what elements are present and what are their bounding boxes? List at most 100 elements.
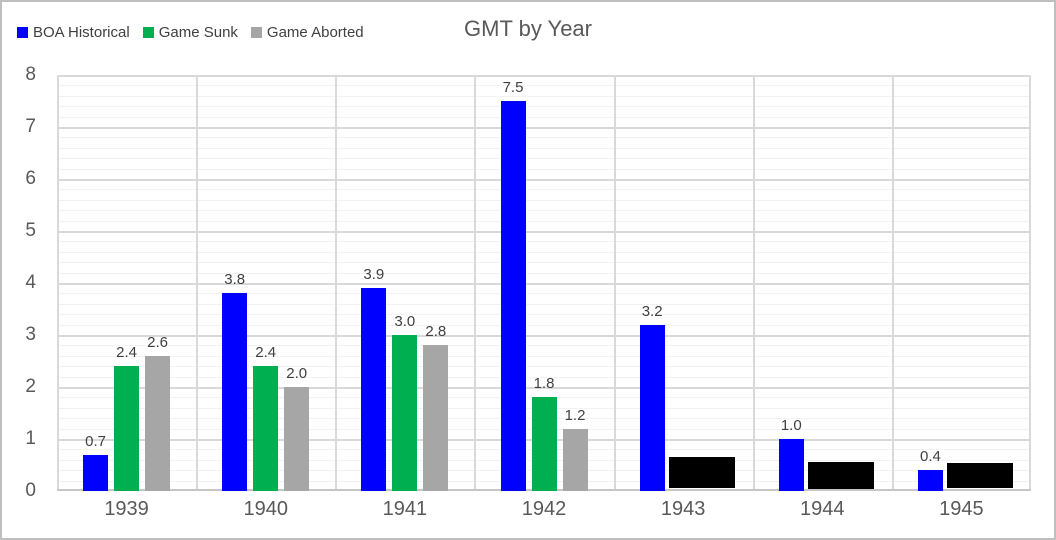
y-tick-label: 2 <box>25 376 36 397</box>
y-tick-label: 5 <box>25 220 36 241</box>
legend-label: BOA Historical <box>33 24 130 41</box>
legend-swatch-icon <box>250 27 262 38</box>
minor-gridline <box>57 158 1031 160</box>
redaction-box <box>808 461 875 490</box>
legend-item-game-aborted: Game Aborted <box>250 24 364 41</box>
bar-boa-historical <box>361 288 387 491</box>
minor-gridline <box>57 210 1031 212</box>
minor-gridline <box>57 241 1031 243</box>
plot-area: 0.7 2.4 2.6 3.8 2.4 2.0 3.9 3.0 2.8 7.5 1.8 1.2 3.2 1… <box>57 75 1031 491</box>
minor-gridline <box>57 251 1031 253</box>
data-label: 3.8 <box>224 271 246 289</box>
minor-gridline <box>57 272 1031 274</box>
data-label: 1.2 <box>564 406 586 424</box>
legend-label: Game Sunk <box>158 24 238 41</box>
legend-label: Game Aborted <box>266 24 364 41</box>
legend-item-boa-historical: BOA Historical <box>17 24 130 41</box>
data-label: 2.8 <box>425 323 447 341</box>
minor-gridline <box>57 355 1031 357</box>
minor-gridline <box>57 345 1031 347</box>
y-tick-label: 4 <box>25 272 36 293</box>
x-axis-tick-labels: 1939 1940 1941 1942 1943 1944 1945 <box>57 498 1031 528</box>
minor-gridline <box>57 147 1031 149</box>
minor-gridline <box>57 168 1031 170</box>
bar-game-sunk <box>531 397 557 491</box>
x-tick-label: 1940 <box>243 498 288 520</box>
bar-game-sunk <box>114 366 140 491</box>
bar-game-aborted <box>284 387 310 491</box>
x-tick-label: 1939 <box>104 498 149 520</box>
bar-boa-historical <box>778 439 804 491</box>
category-separator-gridline <box>752 75 755 491</box>
major-gridline <box>57 127 1031 129</box>
bar-boa-historical <box>639 324 665 491</box>
major-gridline <box>57 179 1031 181</box>
category-separator-gridline <box>196 75 199 491</box>
bar-game-aborted <box>562 428 588 491</box>
major-gridline <box>57 387 1031 389</box>
data-label: 2.0 <box>286 365 308 382</box>
minor-gridline <box>57 376 1031 378</box>
y-tick-label: 3 <box>25 324 36 345</box>
data-label: 1.0 <box>780 417 802 434</box>
bar-game-aborted <box>145 355 171 491</box>
bar-boa-historical <box>83 454 109 491</box>
minor-gridline <box>57 314 1031 316</box>
category-separator-gridline <box>57 75 59 491</box>
data-label: 7.5 <box>502 79 524 96</box>
data-label: 1.8 <box>533 375 555 393</box>
chart-legend: BOA Historical Game Sunk Game Aborted <box>17 24 364 41</box>
legend-swatch-icon <box>142 27 154 38</box>
minor-gridline <box>57 324 1031 326</box>
category-separator-gridline <box>1029 75 1031 491</box>
minor-gridline <box>57 85 1031 87</box>
x-tick-label: 1941 <box>382 498 428 520</box>
y-tick-label: 8 <box>25 64 36 85</box>
minor-gridline <box>57 199 1031 201</box>
category-separator-gridline <box>474 75 477 491</box>
y-tick-label: 7 <box>25 116 36 137</box>
data-label: 2.6 <box>147 333 168 351</box>
data-label: 2.4 <box>116 344 137 362</box>
y-tick-label: 0 <box>25 480 36 501</box>
category-separator-gridline <box>891 75 894 491</box>
legend-swatch-icon <box>17 27 28 38</box>
legend-item-game-sunk: Game Sunk <box>142 24 238 41</box>
x-tick-label: 1945 <box>939 498 984 520</box>
minor-gridline <box>57 189 1031 191</box>
bar-boa-historical <box>917 470 943 491</box>
category-separator-gridline <box>335 75 338 491</box>
bar-game-aborted <box>423 345 449 491</box>
minor-gridline <box>57 366 1031 368</box>
minor-gridline <box>57 262 1031 264</box>
data-label: 0.4 <box>919 448 941 466</box>
data-label: 3.0 <box>394 313 416 330</box>
category-separator-gridline <box>613 75 616 491</box>
y-tick-label: 1 <box>25 428 36 449</box>
y-tick-label: 6 <box>25 168 36 189</box>
minor-gridline <box>57 116 1031 118</box>
bar-boa-historical <box>500 101 526 491</box>
data-label: 0.7 <box>85 432 106 450</box>
minor-gridline <box>57 106 1031 108</box>
redaction-box <box>669 457 736 489</box>
minor-gridline <box>57 95 1031 97</box>
data-label: 3.2 <box>641 302 663 320</box>
x-tick-label: 1944 <box>800 498 845 520</box>
data-label: 3.9 <box>363 266 385 284</box>
minor-gridline <box>57 303 1031 305</box>
major-gridline <box>57 335 1031 337</box>
minor-gridline <box>57 137 1031 139</box>
chart-title: GMT by Year <box>464 16 592 41</box>
bar-game-sunk <box>392 335 418 491</box>
minor-gridline <box>57 293 1031 295</box>
bar-boa-historical <box>222 293 248 491</box>
major-gridline <box>57 231 1031 233</box>
major-gridline <box>57 283 1031 285</box>
minor-gridline <box>57 220 1031 222</box>
data-label: 2.4 <box>255 344 277 362</box>
redaction-box <box>947 462 1014 488</box>
y-axis-tick-labels: 0 1 2 3 4 5 6 7 8 <box>2 64 40 501</box>
x-tick-label: 1942 <box>521 498 567 520</box>
